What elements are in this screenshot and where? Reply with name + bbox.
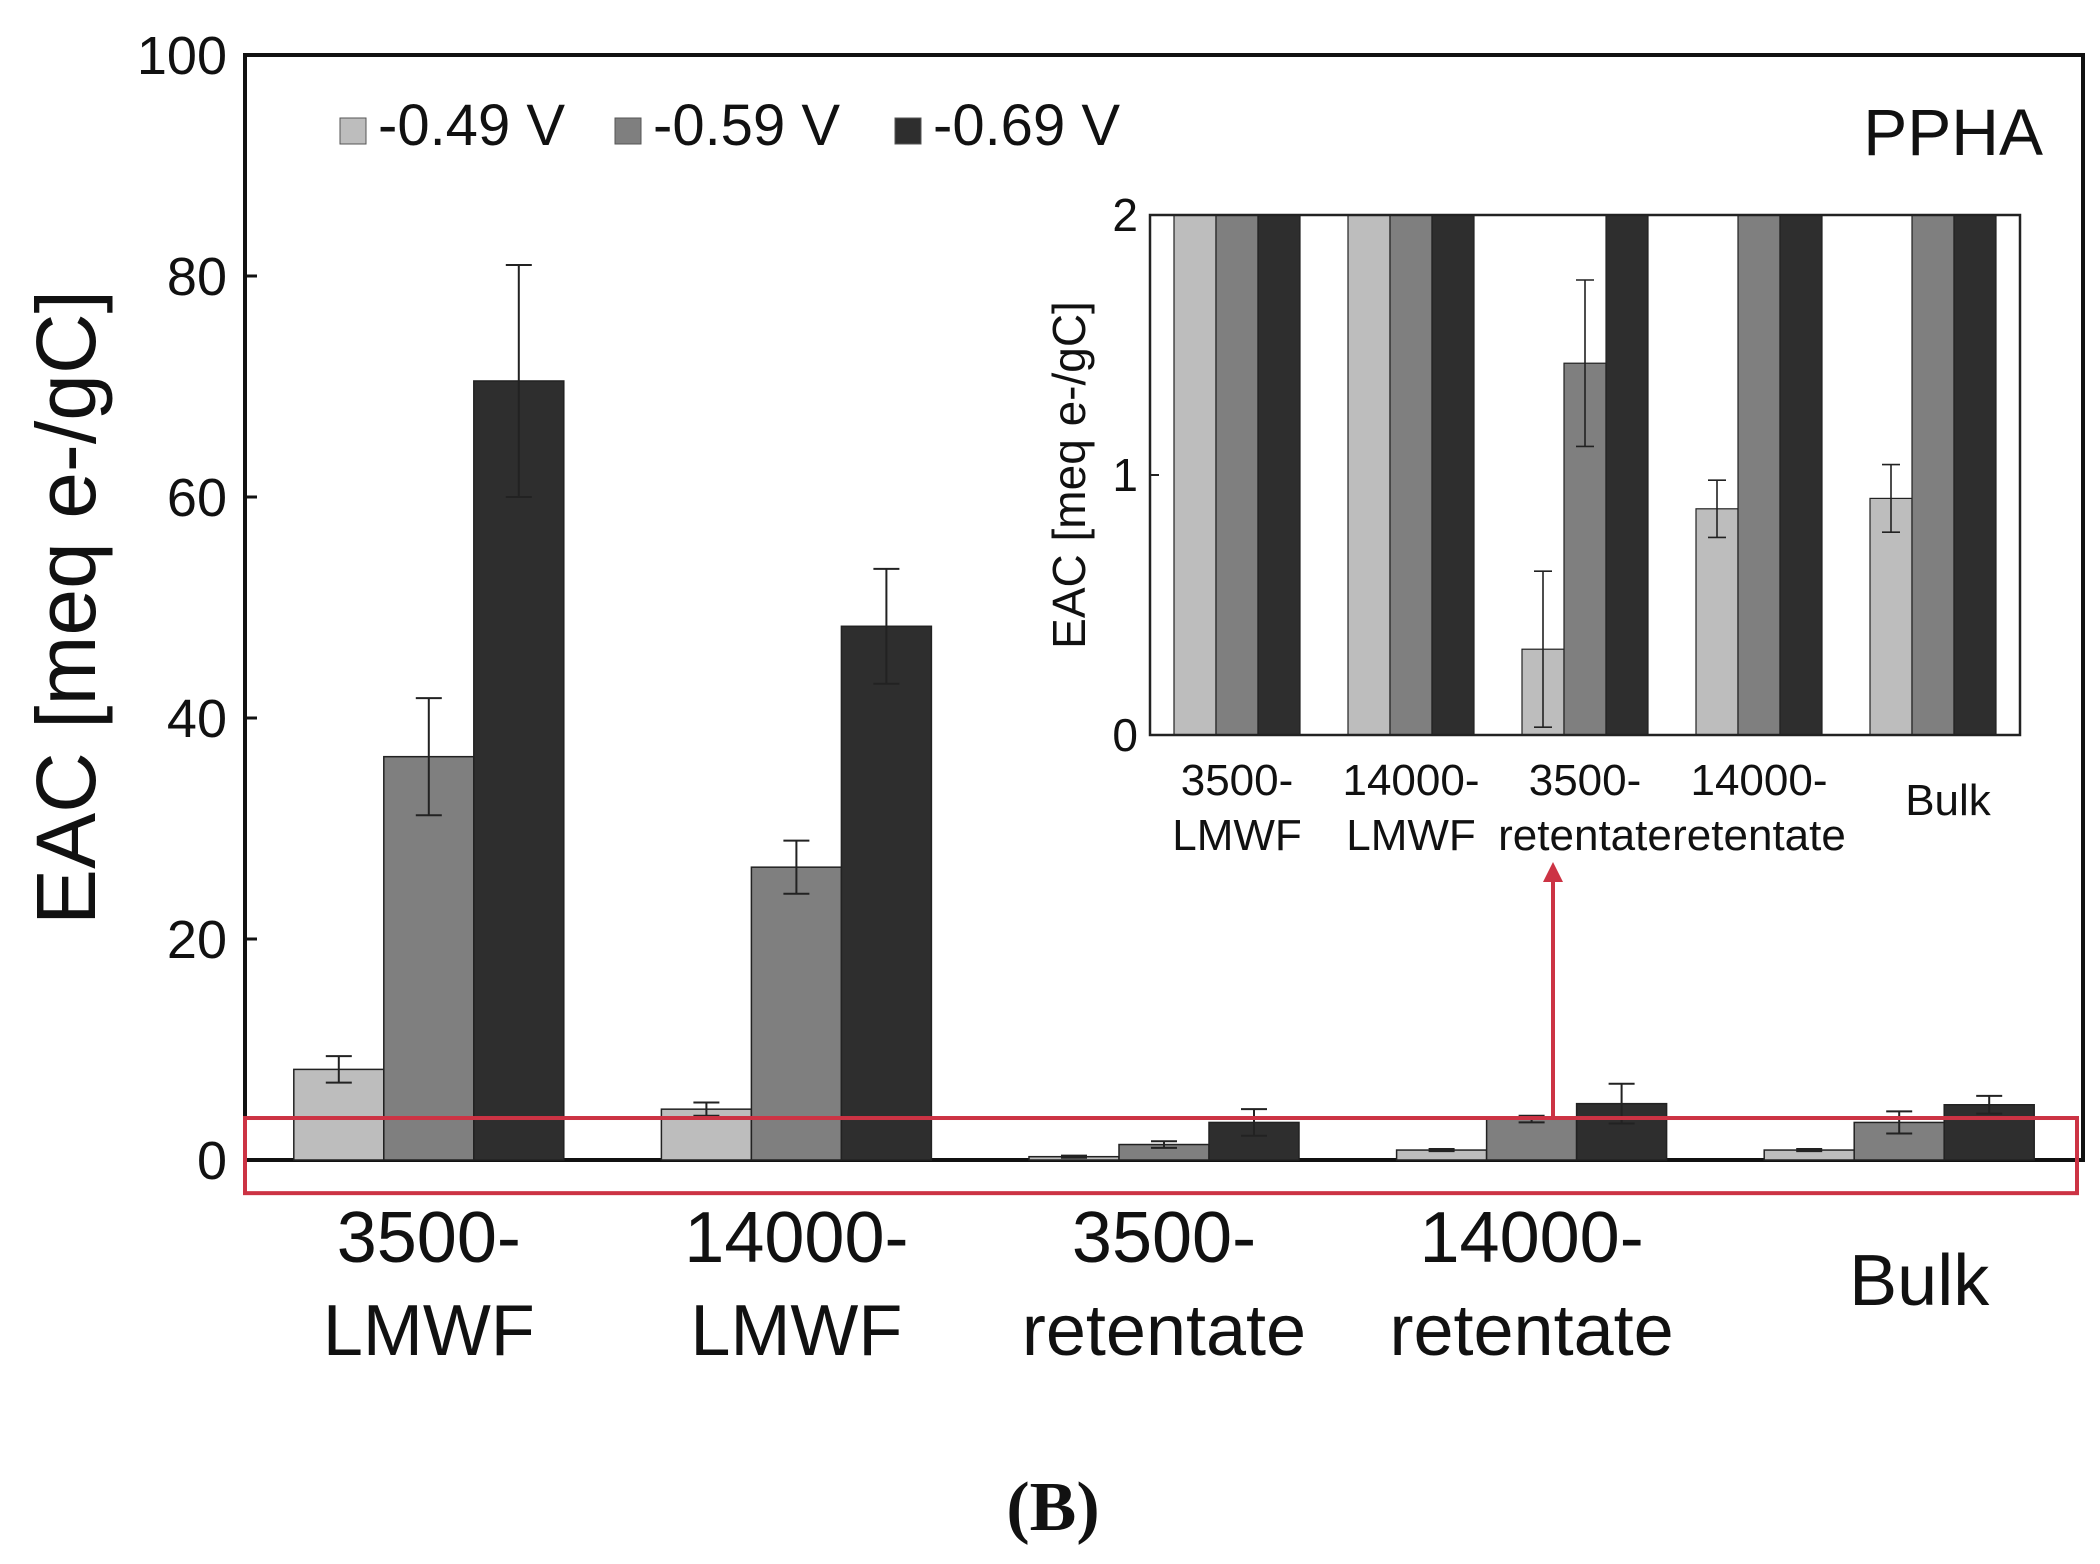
x-category-label: 3500- (1072, 1198, 1256, 1278)
inset-y-tick-label: 1 (1112, 449, 1138, 501)
inset-bar (1911, 215, 1955, 735)
inset-bar (1695, 508, 1739, 735)
inset-bar (1347, 215, 1391, 735)
inset-bar (1779, 215, 1823, 735)
y-tick-label: 20 (167, 910, 227, 970)
y-axis-label: EAC [meq e-/gC] (19, 290, 113, 925)
inset-category-label: retentate (1498, 811, 1672, 860)
bar (293, 1068, 385, 1161)
highlight-arrow-head (1543, 862, 1563, 882)
bar (750, 866, 843, 1161)
inset-bar (1215, 215, 1259, 735)
bar (383, 755, 475, 1161)
inset-bar (1737, 215, 1781, 735)
legend-swatch (339, 117, 367, 145)
inset-bars (1173, 215, 1997, 735)
x-category-label: LMWF (323, 1291, 535, 1371)
bar (840, 625, 933, 1161)
inset-category-label: LMWF (1172, 811, 1302, 860)
x-category-label: retentate (1022, 1291, 1306, 1371)
inset-category-label: 14000- (1342, 756, 1479, 805)
y-tick-label: 80 (167, 247, 227, 307)
y-tick-label: 40 (167, 689, 227, 749)
inset-category-label: LMWF (1346, 811, 1476, 860)
x-category-label: 14000- (684, 1198, 908, 1278)
inset-category-label: 3500- (1529, 756, 1642, 805)
ppha-annotation: PPHA (1863, 95, 2043, 169)
inset-y-tick-label: 2 (1112, 189, 1138, 241)
inset-bar (1605, 215, 1649, 735)
highlight-box (243, 1116, 2079, 1196)
y-tick-label: 100 (137, 26, 227, 86)
bar (1575, 1102, 1668, 1161)
figure-label: (B) (1006, 1469, 1099, 1546)
x-category-label: retentate (1389, 1291, 1673, 1371)
inset-category-label: retentate (1672, 811, 1846, 860)
legend-swatch (614, 117, 642, 145)
inset-category-label: 14000- (1690, 756, 1827, 805)
inset-bar (1431, 215, 1475, 735)
inset-bar (1173, 215, 1217, 735)
legend-swatch (894, 117, 922, 145)
x-category-label: 14000- (1419, 1198, 1643, 1278)
inset-bar (1389, 215, 1433, 735)
inset-category-label: 3500- (1181, 756, 1294, 805)
inset-bar (1869, 497, 1913, 735)
inset-category-label: Bulk (1905, 776, 1992, 825)
bar (473, 380, 565, 1161)
bar (1485, 1118, 1578, 1161)
inset-bar (1257, 215, 1301, 735)
x-category-label: LMWF (690, 1291, 902, 1371)
y-tick-label: 60 (167, 468, 227, 528)
legend-label: -0.49 V (378, 93, 565, 158)
x-category-label: Bulk (1849, 1241, 1990, 1321)
inset-y-tick-label: 0 (1112, 709, 1138, 761)
x-category-label: 3500- (337, 1198, 521, 1278)
y-tick-label: 0 (197, 1131, 227, 1191)
inset-y-axis-label: EAC [meq e-/gC] (1043, 301, 1095, 649)
legend-label: -0.69 V (933, 93, 1120, 158)
legend-label: -0.59 V (653, 93, 840, 158)
inset-bar (1953, 215, 1997, 735)
